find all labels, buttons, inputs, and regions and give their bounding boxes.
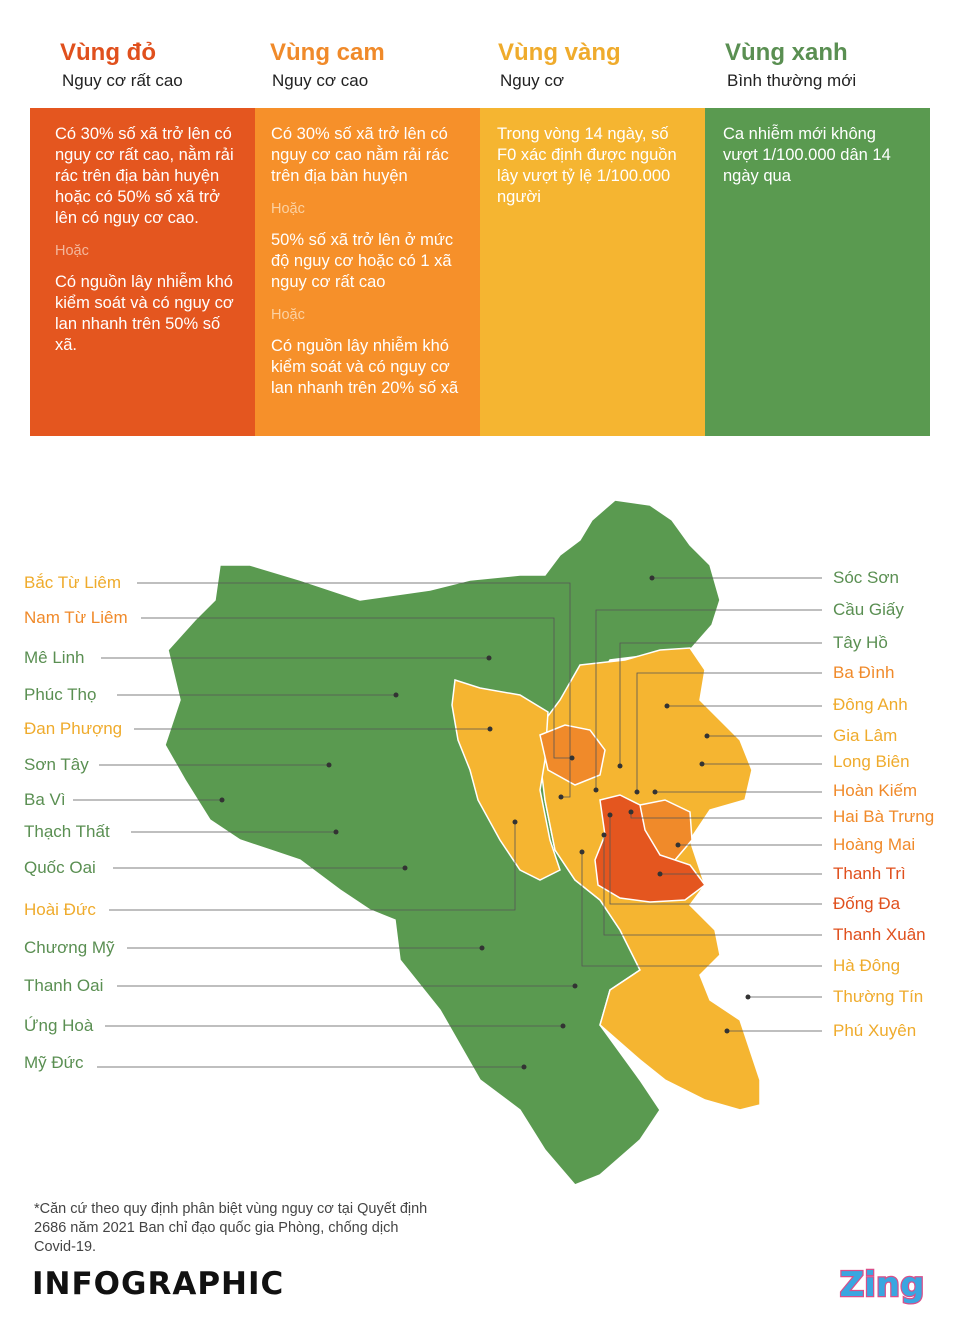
legend-orange-panel: Có 30% số xã trở lên có nguy cơ cao nằm …	[255, 108, 480, 436]
district-label-tay-ho: Tây Hồ	[833, 633, 888, 652]
infographic-wordmark: INFOGRAPHIC	[32, 1266, 285, 1302]
district-label-long-bien: Long Biên	[833, 752, 910, 771]
district-label-thach-that: Thạch Thất	[24, 822, 110, 841]
district-label-son-tay: Sơn Tây	[24, 755, 89, 774]
district-label-me-linh: Mê Linh	[24, 648, 85, 667]
orange-criteria-3: Có nguồn lây nhiễm khó kiểm soát và có n…	[271, 337, 459, 397]
district-label-thanh-xuan: Thanh Xuân	[833, 925, 926, 944]
zing-logo-icon: Zing	[838, 1264, 925, 1307]
district-label-dan-phuong: Đan Phượng	[24, 719, 123, 738]
legend-yellow-panel: Trong vòng 14 ngày, số F0 xác định được …	[480, 108, 705, 436]
legend-green-panel: Ca nhiễm mới không vượt 1/100.000 dân 14…	[705, 108, 930, 436]
leader-lines-left	[73, 582, 575, 1068]
district-label-ba-vi: Ba Vì	[24, 790, 66, 809]
district-label-hoai-duc: Hoài Đức	[24, 900, 96, 919]
red-criteria-2: Có nguồn lây nhiễm khó kiểm soát và có n…	[55, 273, 234, 354]
green-criteria-1: Ca nhiễm mới không vượt 1/100.000 dân 14…	[723, 125, 891, 185]
district-label-soc-son: Sóc Sơn	[833, 568, 899, 587]
orange-criteria-2: 50% số xã trở lên ở mức độ nguy cơ hoặc …	[271, 231, 454, 291]
district-label-hoan-kiem: Hoàn Kiếm	[833, 781, 918, 800]
map-region-yellow-west	[451, 679, 561, 881]
legend-red-title: Vùng đỏ	[60, 39, 156, 66]
district-label-phuc-tho: Phúc Thọ	[24, 685, 97, 704]
svg-text:Zing: Zing	[840, 1265, 925, 1305]
district-dots	[219, 575, 751, 1070]
red-or-label: Hoặc	[55, 243, 89, 259]
district-label-ha-dong: Hà Đông	[833, 956, 901, 975]
district-label-thuong-tin: Thường Tín	[833, 987, 924, 1006]
district-label-thanh-tri: Thanh Trì	[833, 864, 906, 883]
yellow-criteria-1: Trong vòng 14 ngày, số F0 xác định được …	[497, 125, 677, 206]
district-label-cau-giay: Cầu Giấy	[833, 600, 904, 619]
red-criteria-1: Có 30% số xã trở lên có nguy cơ rất cao,…	[55, 125, 234, 227]
district-label-nam-tu-liem: Nam Từ Liêm	[24, 608, 128, 627]
district-label-thanh-oai: Thanh Oai	[24, 976, 104, 995]
district-label-gia-lam: Gia Lâm	[833, 726, 898, 745]
district-label-hai-ba-trung: Hai Bà Trưng	[833, 807, 935, 826]
orange-or-label-1: Hoặc	[271, 201, 305, 217]
legend-red-subtitle: Nguy cơ rất cao	[62, 71, 183, 90]
district-label-my-duc: Mỹ Đức	[24, 1053, 84, 1072]
district-label-ung-hoa: Ứng Hoà	[24, 1016, 94, 1035]
legend-orange-subtitle: Nguy cơ cao	[272, 71, 369, 90]
orange-or-label-2: Hoặc	[271, 307, 305, 323]
legend-green-title: Vùng xanh	[725, 39, 848, 66]
district-label-hoang-mai: Hoàng Mai	[833, 835, 916, 854]
district-label-chuong-my: Chương Mỹ	[24, 938, 115, 957]
legend-orange-title: Vùng cam	[270, 39, 385, 66]
legend-red-header: Vùng đỏ Nguy cơ rất cao	[60, 38, 183, 94]
legend-yellow-subtitle: Nguy cơ	[500, 71, 565, 90]
legend-green-header: Vùng xanh Bình thường mới	[725, 38, 856, 94]
legend-yellow-title: Vùng vàng	[498, 39, 621, 66]
district-label-bac-tu-liem: Bắc Từ Liêm	[24, 573, 122, 592]
legend-yellow-header: Vùng vàng Nguy cơ	[498, 38, 621, 94]
orange-criteria-1: Có 30% số xã trở lên có nguy cơ cao nằm …	[271, 125, 449, 185]
district-label-dong-anh: Đông Anh	[833, 695, 908, 714]
map-region-red	[594, 794, 707, 903]
legend-orange-header: Vùng cam Nguy cơ cao	[270, 38, 385, 94]
footnote: *Căn cứ theo quy định phân biệt vùng ngu…	[34, 1201, 428, 1255]
district-label-quoc-oai: Quốc Oai	[24, 858, 96, 877]
district-label-dong-da: Đống Đa	[833, 894, 901, 913]
legend-red-panel: Có 30% số xã trở lên có nguy cơ rất cao,…	[30, 108, 255, 436]
district-label-ba-dinh: Ba Đình	[833, 663, 895, 682]
legend-green-subtitle: Bình thường mới	[727, 71, 857, 90]
district-label-phu-xuyen: Phú Xuyên	[833, 1021, 917, 1040]
